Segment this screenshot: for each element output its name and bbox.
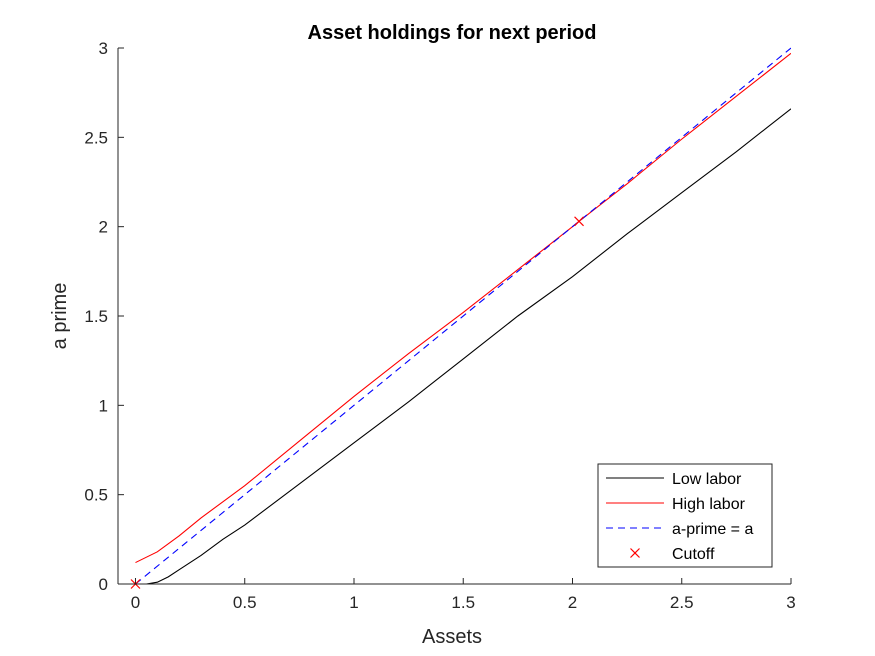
legend-item-low-labor: Low labor: [606, 471, 742, 488]
cutoff-marker: [574, 216, 584, 227]
y-tick-label: 0.5: [84, 486, 108, 505]
plot-area: [130, 47, 791, 589]
legend: Low labor High labor a-prime = a Cutoff: [597, 463, 773, 568]
y-tick-label: 0: [99, 575, 108, 594]
legend-box: [597, 463, 773, 568]
y-tick-label: 2.5: [84, 128, 108, 147]
x-axis-title: Assets: [422, 626, 482, 648]
legend-label-high-labor: High labor: [672, 496, 746, 513]
legend-item-high-labor: High labor: [606, 496, 746, 513]
y-tick-label: 3: [99, 39, 108, 58]
legend-label-a-prime-a: a-prime = a: [672, 521, 753, 538]
y-axis-title: a prime: [49, 283, 71, 350]
y-tick-label: 1.5: [84, 307, 108, 326]
series-line-a-prime-a: [135, 47, 791, 585]
series-line-low-labor: [135, 108, 791, 585]
legend-item-cutoff: Cutoff: [630, 546, 715, 563]
cutoff-marker-stroke: [574, 216, 584, 227]
x-tick-label: 2: [568, 593, 577, 612]
chart-title: Asset holdings for next period: [308, 22, 597, 44]
legend-item-a-prime-a: a-prime = a: [606, 521, 753, 538]
x-tick-label: 0: [131, 593, 140, 612]
x-tick-label: 0.5: [233, 593, 257, 612]
x-tick-label: 3: [786, 593, 795, 612]
legend-label-low-labor: Low labor: [672, 471, 742, 488]
y-tick-label: 2: [99, 218, 108, 237]
axes: 0 0.5 1 1.5 2 2.5 3 0 0.5 1 1.5 2 2.5 3: [84, 39, 795, 612]
legend-swatch-cutoff: [630, 548, 640, 558]
x-tick-label: 1.5: [451, 593, 475, 612]
series-line-high-labor: [135, 52, 791, 564]
y-tick-label: 1: [99, 396, 108, 415]
x-tick-label: 1: [349, 593, 358, 612]
legend-label-cutoff: Cutoff: [672, 546, 715, 563]
x-tick-label: 2.5: [670, 593, 694, 612]
